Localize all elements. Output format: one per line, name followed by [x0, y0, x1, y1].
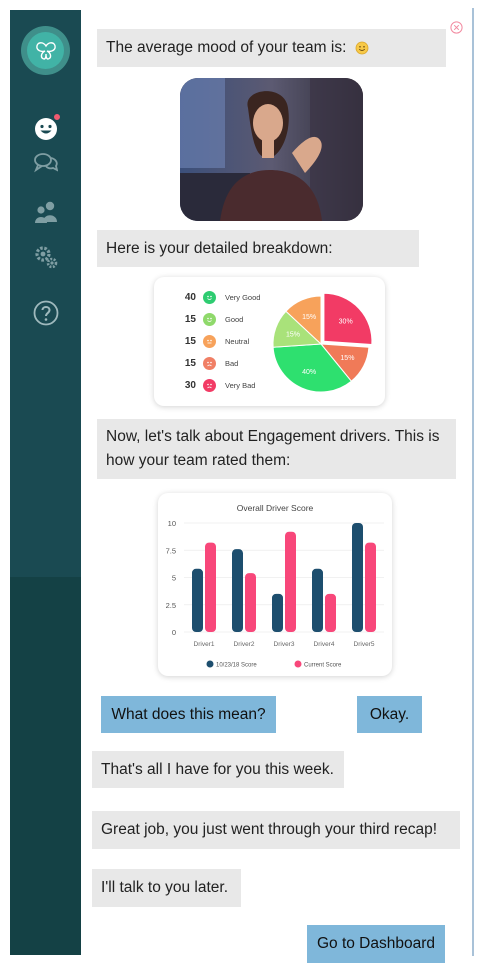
okay-button[interactable]: Okay.: [357, 696, 422, 733]
y-tick-label: 7.5: [166, 546, 176, 555]
team-icon: [35, 201, 57, 223]
mood-label: Neutral: [225, 336, 250, 346]
sidebar-item-mood[interactable]: [33, 113, 61, 142]
mood-count: 15: [184, 335, 196, 347]
sidebar: [10, 10, 81, 955]
message-drivers-intro: Now, let's talk about Engagement drivers…: [97, 419, 456, 479]
mood-pie-chart: 30% 15% 40% 15% 15%: [272, 292, 373, 393]
legend-swatch: [294, 660, 302, 668]
sidebar-lower-panel: [10, 577, 81, 955]
mood-row: 15 Bad: [174, 355, 238, 371]
message-text: I'll talk to you later.: [101, 879, 229, 896]
driver-score-chart: Overall Driver Score 0 2.5 5 7.5 10 Driver1 Dr…: [166, 503, 384, 669]
panel-divider: [472, 8, 474, 956]
message-talk-later: I'll talk to you later.: [92, 869, 241, 907]
mood-row: 30 Very Bad: [174, 377, 255, 393]
pie-slice-label: 30%: [339, 318, 353, 325]
mood-breakdown-card: 40 Very Good 15 Good 15 Neutral 15 Bad 30 Very Ba…: [154, 277, 385, 406]
mood-count: 15: [184, 313, 196, 325]
mood-label: Very Bad: [225, 380, 256, 390]
mood-row: 40 Very Good: [174, 289, 260, 305]
pie-slice-label: 15%: [340, 355, 354, 362]
go-to-dashboard-button[interactable]: Go to Dashboard: [307, 925, 445, 963]
app-logo[interactable]: [21, 26, 70, 75]
message-breakdown: Here is your detailed breakdown:: [97, 230, 419, 267]
legend-label: 10/23/18 Score: [216, 663, 257, 669]
y-tick-label: 10: [168, 519, 176, 528]
y-tick-label: 2.5: [166, 601, 176, 610]
mood-face-icon: [203, 290, 216, 304]
mood-face-icon: [203, 378, 216, 392]
message-text: Great job, you just went through your th…: [101, 821, 438, 838]
bar-current: [325, 593, 336, 632]
x-tick-label: Driver3: [274, 641, 295, 648]
message-great-job: Great job, you just went through your th…: [92, 811, 460, 849]
legend-swatch: [206, 660, 214, 668]
bar-previous: [232, 549, 243, 632]
x-tick-label: Driver5: [354, 641, 375, 648]
mood-row: 15 Neutral: [174, 333, 249, 349]
mood-face-icon: [203, 334, 216, 348]
pie-slice-label: 15%: [302, 314, 316, 321]
bar-previous: [272, 593, 283, 632]
sidebar-item-chat[interactable]: [33, 150, 59, 176]
x-tick-label: Driver2: [234, 641, 255, 648]
bar-previous: [192, 568, 203, 632]
mood-face-icon: [203, 356, 216, 370]
bar-current: [365, 542, 376, 632]
x-tick-label: Driver1: [194, 641, 215, 648]
pie-slice-label: 15%: [286, 332, 300, 339]
butterfly-icon: [27, 32, 64, 69]
bar-current: [245, 573, 256, 632]
y-tick-label: 5: [172, 574, 176, 583]
close-button[interactable]: [450, 21, 463, 34]
bar-previous: [352, 523, 363, 632]
pie-slice-label: 40%: [302, 369, 316, 376]
pie-slice: [285, 295, 322, 346]
y-tick-label: 0: [172, 628, 176, 637]
mood-emoji-icon: [355, 41, 369, 55]
message-thats-all: That's all I have for you this week.: [92, 751, 344, 788]
mood-count: 30: [184, 379, 196, 391]
mood-count: 40: [184, 291, 196, 303]
message-text: Here is your detailed breakdown:: [106, 239, 333, 257]
legend-label: Current Score: [304, 663, 342, 669]
message-text: Now, let's talk about Engagement drivers…: [106, 428, 440, 469]
pie-slice: [272, 343, 352, 393]
mood-face-icon: [203, 312, 216, 326]
close-icon: [450, 21, 463, 34]
bar-current: [285, 531, 296, 632]
mood-label: Bad: [225, 358, 239, 368]
sidebar-item-team[interactable]: [33, 199, 59, 225]
chat-bubbles-icon: [34, 153, 58, 173]
message-text: That's all I have for you this week.: [101, 760, 334, 778]
notification-dot: [53, 113, 61, 121]
mood-count: 15: [184, 357, 196, 369]
sidebar-item-help[interactable]: [33, 300, 59, 326]
what-does-this-mean-button[interactable]: What does this mean?: [101, 696, 276, 733]
chart-title: Overall Driver Score: [237, 503, 314, 513]
x-tick-label: Driver4: [314, 641, 335, 648]
gears-icon: [35, 246, 58, 269]
help-icon: [33, 300, 59, 326]
message-average-mood: The average mood of your team is:: [97, 29, 446, 67]
mood-row: 15 Good: [174, 311, 243, 327]
smiley-icon: [35, 118, 57, 140]
reaction-gif: [180, 78, 363, 221]
bar-previous: [312, 568, 323, 632]
driver-score-card: Overall Driver Score 0 2.5 5 7.5 10 Driver1 Dr…: [158, 493, 392, 676]
bar-current: [205, 542, 216, 632]
mood-label: Good: [225, 314, 244, 324]
message-text: The average mood of your team is:: [106, 39, 347, 56]
sidebar-item-settings[interactable]: [33, 244, 59, 270]
mood-label: Very Good: [225, 292, 261, 302]
pie-slice: [323, 292, 373, 346]
